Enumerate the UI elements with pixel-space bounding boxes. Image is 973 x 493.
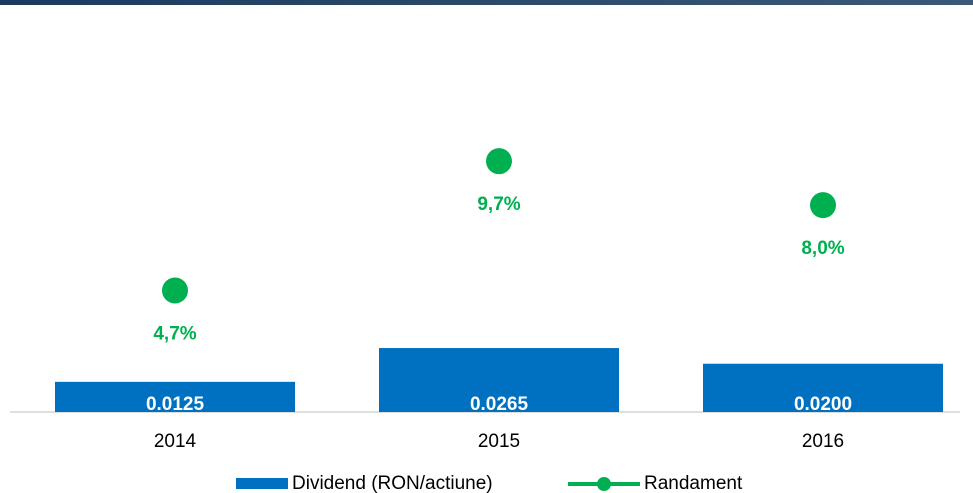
data-label: 0.0265 [470,394,529,415]
header-bar [0,0,973,5]
legend-swatch [597,477,611,491]
point [810,192,836,219]
bar [703,363,943,412]
legend-label: Randament [644,473,743,493]
bar [55,381,295,412]
data-label: 4,7% [153,323,196,344]
legend-label: Dividend (RON/actiune) [292,473,493,493]
x-tick-label: 2016 [802,431,844,452]
x-tick-label: 2015 [478,431,520,452]
point [486,148,512,175]
x-tick-label: 2014 [154,431,197,452]
data-label: 0.0200 [794,394,852,415]
data-label: 8,0% [801,238,844,259]
bar [379,348,619,412]
data-label: 9,7% [477,194,520,215]
legend-swatch [236,478,288,489]
point [162,277,188,304]
data-label: 0.0125 [146,394,205,415]
